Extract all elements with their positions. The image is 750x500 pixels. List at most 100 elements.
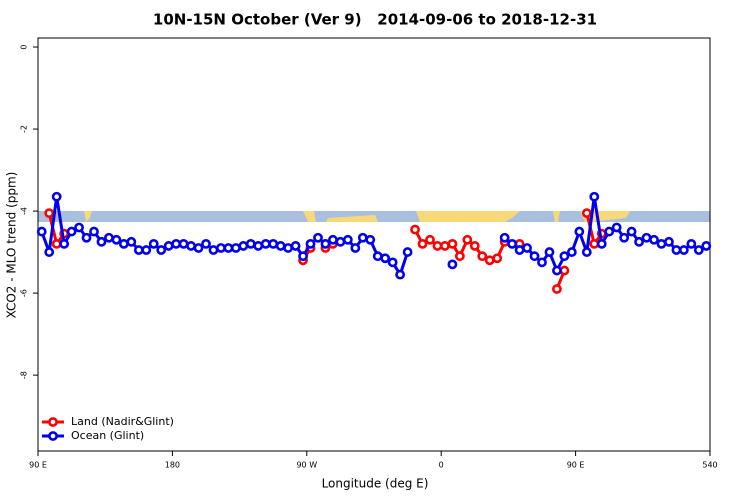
data-point — [223, 243, 234, 253]
x-tick-label: 0 — [439, 461, 444, 470]
x-tick-label: 90 E — [567, 461, 585, 470]
data-point — [552, 265, 562, 276]
land-shape — [553, 211, 560, 222]
data-point — [66, 226, 77, 237]
data-point — [693, 245, 704, 255]
data-point — [634, 236, 644, 247]
data-point — [469, 241, 480, 251]
data-point — [342, 234, 353, 245]
data-point — [514, 245, 525, 255]
data-point — [574, 226, 585, 237]
data-point — [417, 238, 428, 249]
data-point — [619, 232, 630, 243]
data-point — [141, 245, 152, 255]
data-point — [118, 238, 129, 249]
data-point — [208, 245, 219, 255]
data-point — [664, 236, 674, 247]
x-axis-label: Longitude (deg E) — [322, 477, 429, 491]
data-point — [74, 222, 84, 233]
data-point — [589, 191, 600, 202]
data-point — [111, 234, 122, 245]
data-point — [59, 238, 70, 249]
data-point — [507, 238, 518, 249]
data-point — [484, 255, 495, 266]
data-point — [36, 226, 47, 237]
data-point — [410, 224, 420, 235]
data-point — [44, 247, 55, 257]
y-tick-label: -8 — [20, 371, 29, 379]
data-point — [275, 241, 286, 251]
data-point — [148, 238, 159, 249]
data-point — [626, 226, 637, 237]
data-point — [126, 236, 137, 247]
data-point — [44, 208, 55, 219]
data-point — [641, 232, 652, 243]
data-point — [589, 238, 600, 249]
y-axis-label: XCO2 - MLO trend (ppm) — [5, 172, 19, 319]
data-point — [163, 241, 174, 251]
data-point — [253, 241, 264, 251]
data-point — [178, 238, 189, 249]
data-point — [268, 238, 279, 249]
data-point — [290, 241, 301, 251]
data-point — [81, 232, 92, 243]
x-tick-label: 540 — [702, 461, 717, 470]
data-point — [51, 191, 62, 202]
data-point — [611, 222, 622, 233]
data-point — [492, 253, 503, 264]
data-point — [320, 238, 331, 249]
data-point — [499, 232, 510, 243]
data-point — [447, 259, 458, 270]
data-point — [230, 243, 241, 253]
data-point — [581, 247, 592, 257]
data-point — [328, 234, 338, 245]
y-tick-label: -6 — [20, 289, 29, 297]
data-point — [447, 238, 458, 249]
data-point — [678, 245, 689, 255]
data-point — [701, 241, 712, 251]
y-tick-label: -2 — [20, 125, 29, 133]
legend-marker — [48, 417, 58, 427]
data-point — [656, 238, 667, 249]
data-point — [671, 245, 682, 255]
data-point — [193, 243, 204, 253]
data-point — [238, 241, 249, 251]
x-tick-label: 90 E — [29, 461, 47, 470]
data-point — [559, 251, 570, 262]
data-point — [596, 238, 607, 249]
data-point — [51, 238, 62, 249]
data-point — [156, 245, 167, 255]
data-point — [552, 284, 562, 294]
data-point — [313, 232, 323, 243]
data-point — [365, 234, 376, 245]
data-point — [89, 226, 99, 237]
data-point — [686, 238, 697, 249]
data-point — [357, 232, 368, 243]
x-tick-label: 90 W — [296, 461, 317, 470]
data-point — [216, 243, 226, 253]
data-point — [133, 245, 144, 255]
data-point — [298, 251, 308, 262]
legend-label: Land (Nadir&Glint) — [71, 415, 174, 428]
data-point — [380, 253, 391, 264]
data-point — [171, 238, 182, 249]
data-point — [305, 238, 316, 249]
data-point — [387, 257, 398, 268]
data-point — [566, 247, 577, 257]
legend-label: Ocean (Glint) — [71, 429, 144, 442]
data-point — [604, 226, 615, 237]
data-point — [440, 241, 450, 251]
x-tick-label: 180 — [165, 461, 180, 470]
data-point — [335, 236, 346, 247]
data-point — [529, 251, 540, 262]
data-point — [425, 234, 435, 245]
data-point — [283, 243, 294, 253]
land-shape — [84, 211, 92, 222]
chart-title: 10N-15N October (Ver 9) 2014-09-06 to 20… — [153, 11, 597, 29]
y-tick-label: 0 — [20, 44, 29, 49]
land-shape — [416, 211, 520, 222]
data-point — [432, 241, 443, 251]
y-tick-label: -4 — [20, 207, 29, 215]
data-point — [395, 269, 406, 280]
